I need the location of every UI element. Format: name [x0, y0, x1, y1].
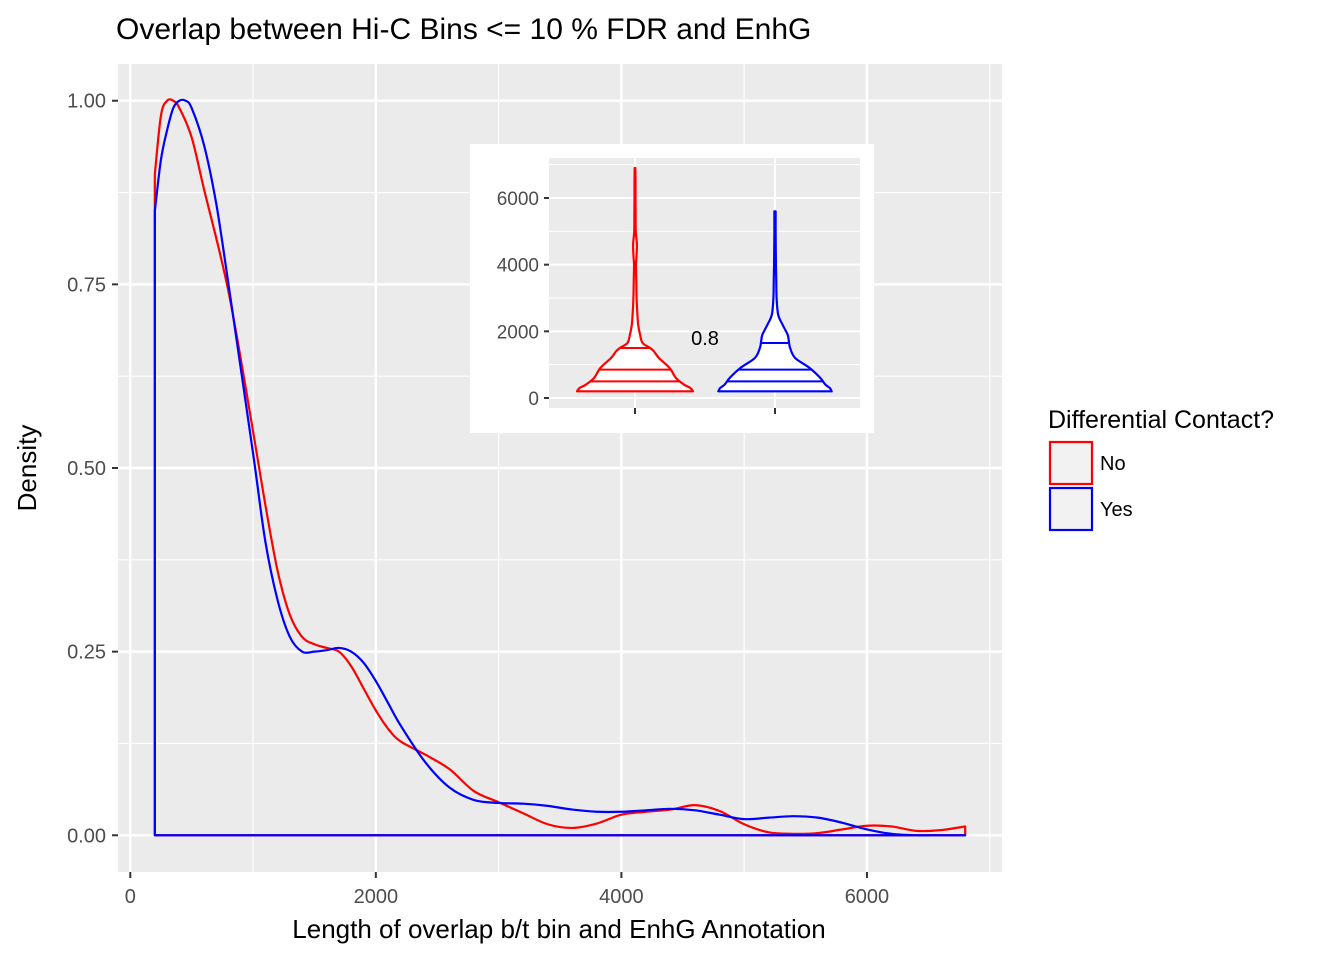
- inset-violin-plot: 0 2000 4000 6000 0.8: [470, 144, 874, 433]
- y-tick-label: 1.00: [67, 91, 106, 113]
- legend: Differential Contact? No Yes: [1048, 406, 1274, 532]
- legend-key-no: [1048, 440, 1094, 486]
- density-line-yes: [153, 98, 967, 837]
- y-tick-label: 0.50: [67, 458, 106, 480]
- inset-y-tick-label: 6000: [497, 189, 539, 210]
- legend-key-background: [1049, 487, 1093, 531]
- inset-y-tick-label: 0: [528, 389, 539, 410]
- chart-title: Overlap between Hi-C Bins <= 10 % FDR an…: [116, 13, 811, 46]
- x-axis-label: Length of overlap b/t bin and EnhG Annot…: [292, 914, 825, 944]
- legend-key-background: [1049, 441, 1093, 485]
- density-series: [153, 98, 967, 837]
- legend-label-yes: Yes: [1100, 499, 1133, 521]
- inset-y-tick-label: 4000: [497, 256, 539, 277]
- y-tick-label: 0.00: [67, 825, 106, 847]
- x-tick-label: 6000: [845, 886, 890, 908]
- legend-key-yes: [1048, 486, 1094, 532]
- inset-y-tick-label: 2000: [497, 322, 539, 343]
- main-axes: 0 2000 4000 6000 0.00 0.25 0.50 0.75 1.00: [67, 91, 889, 908]
- x-tick-label: 2000: [354, 886, 399, 908]
- y-tick-label: 0.75: [67, 274, 106, 296]
- inset-annotation: 0.8: [691, 328, 719, 350]
- legend-title: Differential Contact?: [1048, 406, 1274, 434]
- legend-label-no: No: [1100, 453, 1126, 475]
- y-tick-label: 0.25: [67, 642, 106, 664]
- x-tick-label: 0: [125, 886, 136, 908]
- x-tick-label: 4000: [599, 886, 644, 908]
- y-axis-label: Density: [12, 425, 42, 512]
- violin-yes: [717, 210, 833, 393]
